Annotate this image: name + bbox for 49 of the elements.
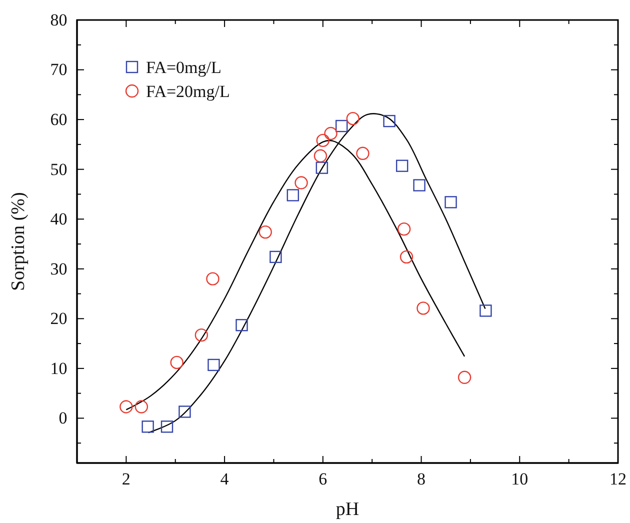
legend-label: FA=0mg/L	[146, 58, 222, 77]
point	[178, 406, 191, 418]
point	[458, 370, 472, 384]
x-tick-label: 2	[122, 470, 130, 489]
point	[316, 134, 330, 148]
y-tick-label: 20	[50, 309, 68, 328]
legend-label: FA=20mg/L	[146, 82, 230, 101]
point	[383, 114, 396, 128]
point	[444, 196, 457, 208]
point	[396, 160, 408, 172]
point	[294, 176, 308, 190]
x-axis-title: pH	[336, 499, 360, 520]
x-tick-label: 10	[511, 470, 528, 489]
y-tick-label: 40	[50, 210, 68, 229]
point	[397, 222, 411, 236]
point	[258, 225, 272, 239]
y-tick-label: 10	[50, 358, 68, 378]
point	[314, 149, 328, 162]
x-tick-label: 6	[318, 470, 328, 489]
point	[400, 250, 414, 264]
point	[120, 400, 133, 414]
y-tick-label: 30	[50, 259, 68, 278]
y-tick-label: 60	[50, 110, 68, 129]
point	[134, 400, 148, 414]
y-tick-label: 50	[50, 160, 68, 179]
point	[206, 272, 220, 286]
point	[324, 126, 338, 140]
x-tick-label: 4	[220, 470, 230, 489]
point	[170, 356, 184, 370]
point	[336, 120, 348, 132]
x-tick-label: 8	[417, 470, 426, 489]
point	[416, 302, 430, 315]
point	[194, 328, 208, 342]
point	[413, 179, 426, 192]
y-tick-label: 0	[58, 408, 68, 428]
point	[208, 358, 220, 372]
point	[236, 319, 248, 332]
point	[270, 250, 282, 264]
point	[356, 146, 370, 160]
y-tick-label: 70	[50, 60, 68, 80]
point	[160, 420, 174, 433]
y-axis-title: Sorption (%)	[8, 192, 29, 291]
point	[286, 189, 300, 202]
point	[480, 304, 492, 317]
point	[142, 420, 154, 433]
point	[346, 112, 360, 126]
x-tick-label: 12	[610, 470, 626, 489]
point	[316, 162, 328, 174]
y-tick-label: 80	[50, 10, 68, 30]
